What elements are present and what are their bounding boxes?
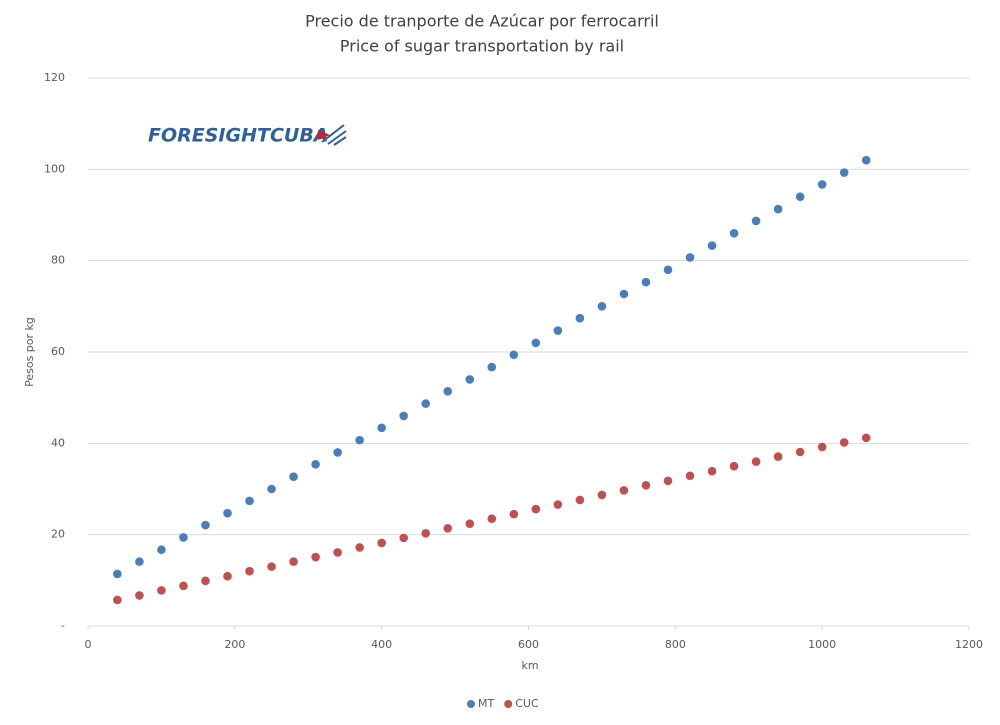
point [399,533,408,543]
point [465,519,475,529]
y-tick-label: 20 [51,528,65,541]
point [377,423,386,433]
point [839,168,849,177]
y-axis-label: Pesos por kg [23,317,36,387]
logo: FORESIGHTCUBA [148,125,329,147]
x-axis-label: km [521,659,538,672]
legend-label: MT [478,697,494,710]
point [839,438,849,447]
point [531,504,541,514]
point [487,362,497,372]
point [597,302,607,311]
point [575,495,585,505]
chart-title: Precio de tranporte de Azúcar por ferroc… [305,12,659,31]
point [619,289,629,299]
point [245,566,254,576]
point [399,411,408,421]
x-tick-label: 600 [518,638,539,651]
point [289,557,298,566]
point [267,562,276,571]
point [223,508,232,518]
x-tick-label: 1200 [955,638,983,651]
point [685,471,695,481]
point [663,265,673,275]
point [817,180,827,189]
point [707,466,717,476]
point [619,486,629,495]
point [861,433,871,443]
point [641,277,651,287]
point [201,520,210,530]
point [773,452,783,461]
logo-mark [318,124,347,146]
y-tick-label: - [61,619,65,632]
point [289,472,298,481]
point [641,481,651,490]
y-tick-label: 120 [44,71,65,84]
point [531,338,541,348]
point [443,523,453,533]
point [751,457,761,466]
point [223,571,232,581]
point [443,386,453,396]
point [663,476,673,486]
point [355,543,364,552]
point [245,496,254,506]
point [179,533,188,542]
point [553,326,563,335]
x-tick-label: 1000 [808,638,836,651]
point [157,586,166,595]
point [729,461,739,471]
point [751,216,761,226]
point [465,375,475,384]
point [377,538,386,548]
chart-subtitle: Price of sugar transportation by rail [340,37,624,56]
point [509,350,519,360]
legend-marker [467,700,475,708]
point [157,545,166,555]
point [113,595,122,605]
point [509,509,519,519]
point [421,399,431,408]
point [575,313,585,323]
y-tick-label: 60 [51,345,65,358]
point [355,435,364,445]
point [685,253,695,262]
y-tick-label: 40 [51,436,65,449]
point [135,591,144,600]
point [421,528,431,538]
point [487,514,497,523]
point [773,204,783,214]
legend-label: CUC [515,697,539,710]
x-tick-label: 200 [224,638,245,651]
point [179,581,188,591]
y-tick-label: 100 [44,162,65,175]
point [311,552,320,562]
point [597,490,607,500]
point [201,576,210,586]
point [795,192,805,202]
point [113,569,122,579]
point [795,447,805,457]
point [267,484,276,494]
point [311,460,320,469]
x-tick-label: 800 [665,638,686,651]
point [333,448,342,457]
point [817,442,827,452]
point [861,155,871,165]
point [553,500,563,509]
legend-marker [504,700,513,708]
point [729,228,739,238]
point [333,548,342,557]
point [135,557,144,566]
x-tick-label: 0 [85,638,92,651]
point [707,241,717,250]
x-tick-label: 400 [371,638,392,651]
y-tick-label: 80 [51,254,65,267]
